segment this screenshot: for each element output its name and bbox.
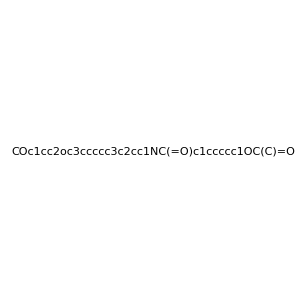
Text: COc1cc2oc3ccccc3c2cc1NC(=O)c1ccccc1OC(C)=O: COc1cc2oc3ccccc3c2cc1NC(=O)c1ccccc1OC(C)… xyxy=(12,146,296,157)
